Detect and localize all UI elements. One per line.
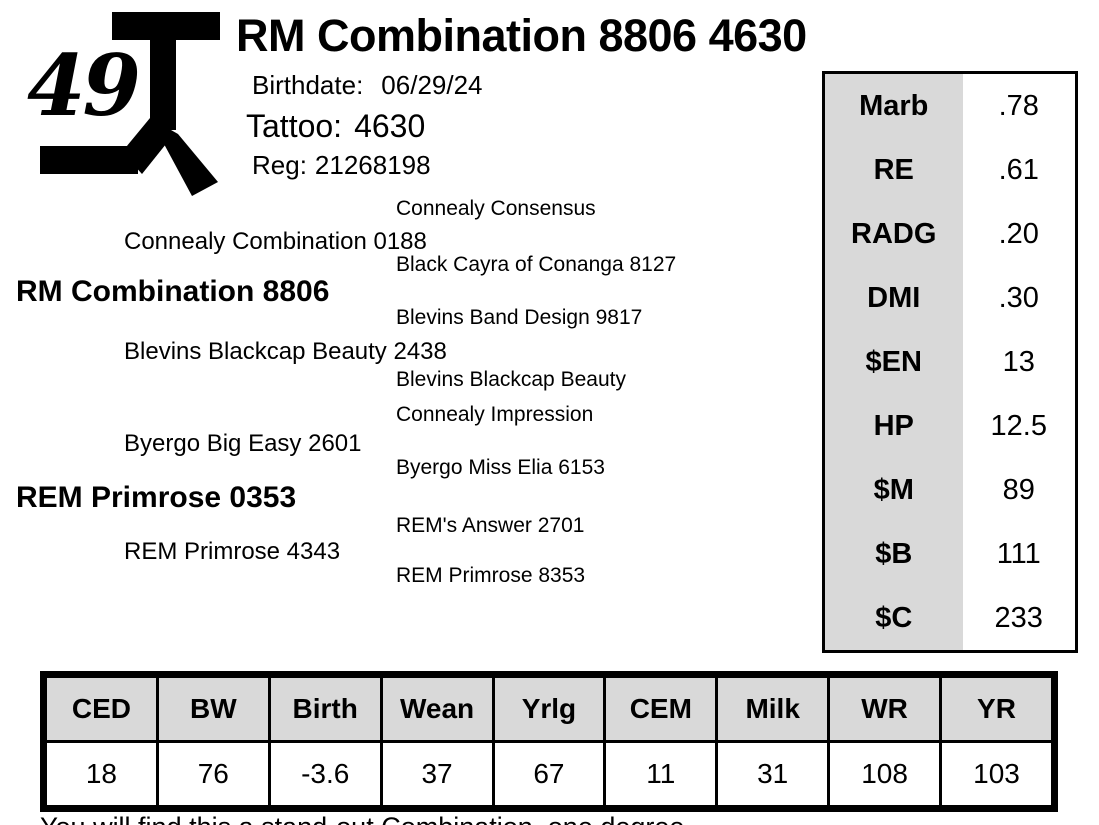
pedigree-sire-sire: Connealy Combination 0188 <box>124 228 427 255</box>
registration-row: Reg: 21268198 <box>252 150 431 181</box>
carcass-epd-table: Marb .78 RE .61 RADG .20 DMI .30 $EN 13 HP 12.5 $M 89… <box>822 71 1078 653</box>
lot-description: You will find this a stand-out Combinati… <box>40 812 1060 825</box>
epd-column-header: CEM <box>603 675 719 743</box>
epd-cell: 108 <box>827 740 942 808</box>
epd-trait-label: $EN <box>825 330 963 394</box>
epd-cell: 18 <box>44 740 159 808</box>
epd-trait-value: .78 <box>962 74 1075 138</box>
epd-cell: 67 <box>491 740 607 808</box>
epd-column-header: Yrlg <box>491 675 607 743</box>
pedigree-dam-name: REM Primrose 0353 <box>16 481 297 514</box>
pedigree-dam-sire-sire: Connealy Impression <box>396 403 594 426</box>
epd-cell: 31 <box>715 740 831 808</box>
pedigree-dam-dam: REM Primrose 4343 <box>124 538 341 565</box>
epd-row: RADG .20 <box>825 202 1075 266</box>
epd-cell: 76 <box>155 740 271 808</box>
tattoo-row: Tattoo: 4630 <box>246 108 425 145</box>
epd-trait-label: Marb <box>825 74 963 138</box>
epd-column-header: Birth <box>267 675 383 743</box>
epd-trait-value: .30 <box>962 266 1075 330</box>
epd-row: $B 111 <box>825 522 1075 586</box>
epd-cell: -3.6 <box>267 740 383 808</box>
registration-value: 21268198 <box>314 150 431 180</box>
epd-column-header: BW <box>155 675 271 743</box>
ty-brand-logo-icon <box>22 6 222 196</box>
epd-trait-label: HP <box>825 394 963 458</box>
epd-trait-value: .20 <box>962 202 1075 266</box>
pedigree-dam-dam-sire: REM's Answer 2701 <box>396 514 585 537</box>
pedigree-sire-dam-dam: Blevins Blackcap Beauty <box>396 368 626 391</box>
epd-row: Marb .78 <box>825 74 1075 138</box>
registration-label: Reg: <box>252 150 307 180</box>
epd-column-header: Wean <box>379 675 495 743</box>
page-title: RM Combination 8806 4630 <box>236 10 807 61</box>
epd-trait-label: DMI <box>825 266 963 330</box>
epd-row: $M 89 <box>825 458 1075 522</box>
epd-trait-value: 89 <box>962 458 1075 522</box>
epd-column-header: YR <box>939 675 1054 743</box>
epd-trait-value: .61 <box>962 138 1075 202</box>
pedigree-dam-dam-dam: REM Primrose 8353 <box>396 564 586 587</box>
epd-row: HP 12.5 <box>825 394 1075 458</box>
pedigree-sire-sire-sire: Connealy Consensus <box>396 197 596 220</box>
table-header-row: CED BW Birth Wean Yrlg CEM Milk WR YR <box>44 675 1054 743</box>
birthdate-label: Birthdate: <box>252 70 364 100</box>
epd-trait-label: RADG <box>825 202 963 266</box>
epd-column-header: CED <box>44 675 159 743</box>
lot-number: 49 <box>27 36 141 135</box>
epd-trait-label: RE <box>825 138 963 202</box>
epd-cell: 11 <box>603 740 719 808</box>
epd-column-header: WR <box>827 675 942 743</box>
epd-trait-label: $M <box>825 458 963 522</box>
epd-trait-value: 111 <box>962 522 1075 586</box>
birthdate-value: 06/29/24 <box>381 70 483 100</box>
epd-row: $C 233 <box>825 586 1075 650</box>
production-epd-table: CED BW Birth Wean Yrlg CEM Milk WR YR 18 76 -3.6 37… <box>40 671 1058 812</box>
epd-trait-value: 12.5 <box>962 394 1075 458</box>
epd-trait-value: 13 <box>962 330 1075 394</box>
tattoo-label: Tattoo: <box>246 108 343 144</box>
epd-row: DMI .30 <box>825 266 1075 330</box>
epd-row: RE .61 <box>825 138 1075 202</box>
epd-trait-label: $C <box>825 586 963 650</box>
pedigree-sire-dam: Blevins Blackcap Beauty 2438 <box>124 338 447 365</box>
epd-trait-value: 233 <box>962 586 1075 650</box>
pedigree-sire-sire-dam: Black Cayra of Conanga 8127 <box>396 253 677 276</box>
pedigree-sire-dam-sire: Blevins Band Design 9817 <box>396 306 643 329</box>
epd-trait-label: $B <box>825 522 963 586</box>
pedigree-dam-sire-dam: Byergo Miss Elia 6153 <box>396 456 605 479</box>
epd-row: $EN 13 <box>825 330 1075 394</box>
table-row: 18 76 -3.6 37 67 11 31 108 103 <box>44 740 1054 808</box>
epd-column-header: Milk <box>715 675 831 743</box>
pedigree-sire-name: RM Combination 8806 <box>16 275 330 308</box>
pedigree-dam-sire: Byergo Big Easy 2601 <box>124 430 362 457</box>
epd-cell: 103 <box>939 740 1054 808</box>
birthdate-row: Birthdate: 06/29/24 <box>252 70 483 101</box>
tattoo-value: 4630 <box>354 108 426 144</box>
epd-cell: 37 <box>379 740 495 808</box>
